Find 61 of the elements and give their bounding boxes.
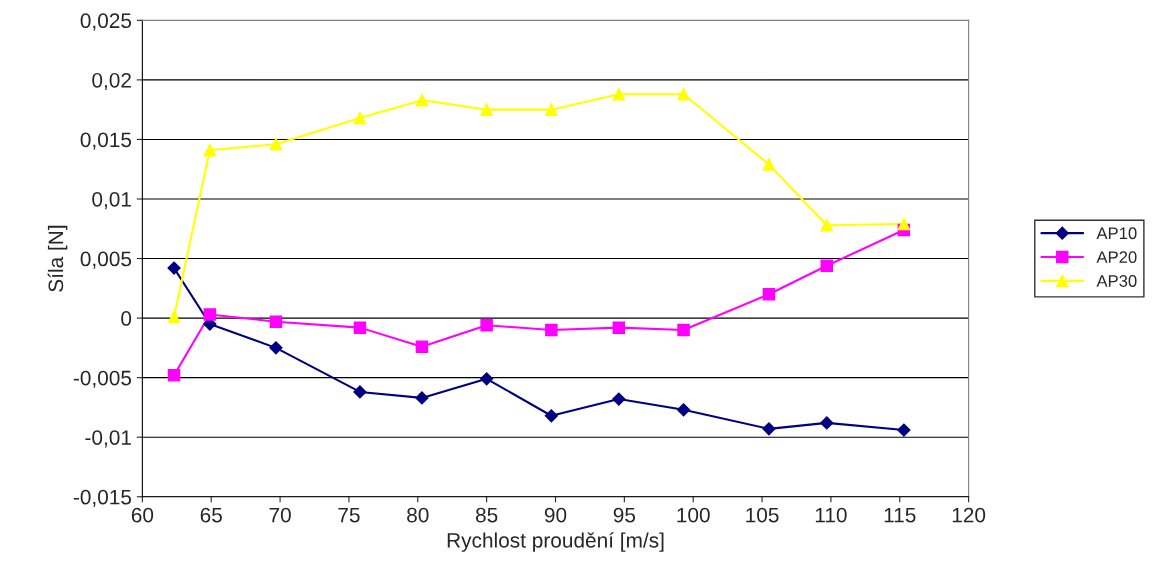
x-axis-title: Rychlost proudění [m/s] (447, 532, 664, 552)
point (415, 340, 429, 353)
y-tick-label: 0,02 (92, 72, 131, 91)
x-tick-label: 110 (815, 507, 847, 523)
y-tick-label: 0,015 (80, 132, 132, 150)
y-tick-label: -0,01 (85, 430, 131, 448)
point (480, 318, 493, 332)
point (353, 385, 367, 399)
x-tick-label: 65 (200, 507, 222, 523)
point (167, 261, 181, 275)
point (676, 403, 691, 417)
y-tick-label: 0,01 (92, 191, 131, 210)
legend-label: AP20 (1096, 251, 1137, 264)
point (480, 372, 494, 386)
point (203, 143, 217, 157)
x-tick-label: 105 (746, 507, 779, 523)
point (544, 409, 558, 423)
point (820, 416, 834, 430)
x-tick-label: 120 (952, 507, 986, 523)
point (167, 369, 181, 382)
point (545, 323, 558, 337)
legend-label: AP10 (1096, 227, 1137, 240)
x-tick-label: 75 (338, 507, 360, 523)
y-tick-label: 0 (121, 311, 132, 326)
point (762, 422, 776, 436)
y-tick-label: 0,025 (80, 13, 132, 31)
y-tick-label: -0,015 (73, 489, 132, 507)
x-tick-label: 90 (544, 507, 567, 523)
x-tick-label: 100 (677, 507, 710, 523)
y-axis-title: Síla [N] (47, 225, 68, 292)
point (269, 137, 283, 151)
point (415, 93, 429, 107)
point (612, 321, 626, 334)
x-tick-label: 60 (131, 507, 154, 523)
point (897, 217, 911, 231)
point (677, 87, 690, 101)
point (167, 310, 181, 324)
point (820, 259, 834, 272)
point (762, 288, 776, 301)
point (612, 392, 626, 406)
point (480, 103, 493, 116)
point (897, 423, 911, 437)
point (612, 87, 626, 101)
x-tick-label: 115 (884, 507, 916, 523)
point (269, 315, 283, 328)
y-tick-label: 0,005 (80, 251, 132, 269)
x-tick-label: 80 (407, 507, 429, 523)
point (545, 103, 558, 116)
y-tick-label: -0,005 (73, 370, 132, 388)
x-tick-label: 85 (475, 507, 498, 523)
x-tick-label: 70 (269, 507, 291, 523)
point (677, 323, 690, 337)
point (415, 391, 429, 405)
x-tick-label: 95 (613, 507, 636, 523)
point (353, 111, 367, 125)
point (269, 341, 283, 355)
legend-label: AP30 (1096, 275, 1137, 287)
point (762, 158, 776, 171)
point (820, 218, 834, 232)
point (203, 308, 217, 321)
point (353, 321, 367, 334)
